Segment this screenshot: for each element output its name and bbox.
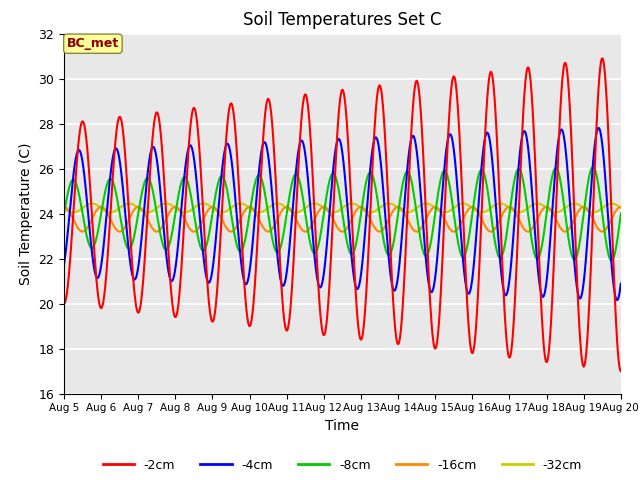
Y-axis label: Soil Temperature (C): Soil Temperature (C): [19, 143, 33, 285]
-16cm: [298, 227, 306, 232]
Text: BC_met: BC_met: [67, 37, 119, 50]
Line: -4cm: -4cm: [64, 128, 621, 300]
-16cm: [546, 206, 554, 212]
-16cm: [60, 204, 68, 210]
-32cm: [546, 208, 554, 214]
-16cm: [157, 226, 164, 232]
-8cm: [124, 245, 131, 251]
-32cm: [617, 205, 625, 211]
Line: -32cm: -32cm: [64, 204, 621, 213]
-8cm: [607, 258, 615, 264]
-32cm: [607, 201, 615, 206]
-4cm: [124, 235, 131, 241]
-2cm: [606, 172, 614, 178]
-16cm: [606, 219, 614, 225]
-32cm: [274, 201, 282, 206]
Line: -2cm: -2cm: [64, 59, 621, 371]
-2cm: [298, 114, 305, 120]
Line: -16cm: -16cm: [64, 207, 621, 231]
-2cm: [274, 212, 282, 218]
-32cm: [606, 201, 614, 206]
-32cm: [70, 210, 77, 216]
-2cm: [598, 56, 606, 61]
-32cm: [60, 205, 68, 211]
-2cm: [124, 187, 131, 192]
-8cm: [617, 211, 625, 216]
-8cm: [546, 186, 554, 192]
-8cm: [274, 250, 282, 255]
-2cm: [157, 129, 164, 134]
-8cm: [60, 211, 68, 216]
-4cm: [274, 254, 282, 260]
Legend: -2cm, -4cm, -8cm, -16cm, -32cm: -2cm, -4cm, -8cm, -16cm, -32cm: [97, 454, 588, 477]
-4cm: [298, 138, 305, 144]
-2cm: [60, 300, 68, 306]
-4cm: [595, 125, 602, 131]
-32cm: [298, 207, 306, 213]
-8cm: [606, 256, 614, 262]
-4cm: [157, 191, 164, 196]
-4cm: [546, 242, 554, 248]
-4cm: [613, 297, 621, 303]
-4cm: [617, 281, 625, 287]
-2cm: [617, 368, 625, 374]
-16cm: [274, 216, 282, 222]
-4cm: [60, 262, 68, 267]
-16cm: [79, 228, 86, 234]
-8cm: [589, 164, 596, 170]
-16cm: [124, 219, 132, 225]
Title: Soil Temperatures Set C: Soil Temperatures Set C: [243, 11, 442, 29]
-2cm: [546, 337, 554, 343]
-16cm: [617, 204, 625, 210]
-4cm: [606, 242, 614, 248]
X-axis label: Time: Time: [325, 419, 360, 433]
-32cm: [157, 202, 164, 208]
Line: -8cm: -8cm: [64, 167, 621, 261]
-8cm: [157, 232, 164, 238]
-32cm: [124, 201, 132, 206]
-8cm: [298, 188, 305, 194]
